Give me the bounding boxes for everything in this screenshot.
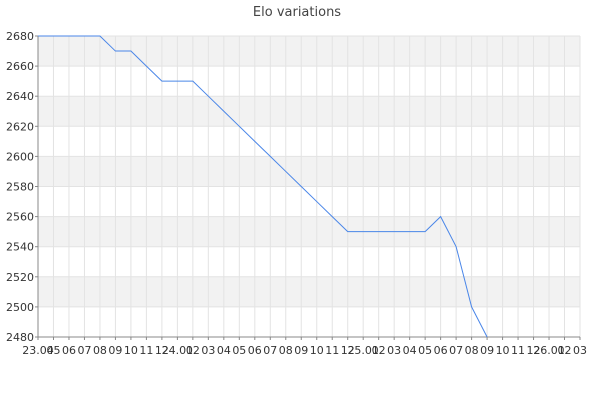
y-tick-label: 2620: [6, 120, 34, 133]
x-tick-label: 07: [263, 344, 277, 357]
data-point: [393, 230, 396, 233]
data-point: [362, 230, 365, 233]
x-tick-label: 08: [279, 344, 293, 357]
y-tick-label: 2500: [6, 301, 34, 314]
data-point: [238, 125, 241, 128]
data-point: [486, 336, 489, 339]
y-tick-label: 2680: [6, 30, 34, 43]
grid-bands: [38, 36, 580, 307]
x-tick-label: 10: [496, 344, 510, 357]
x-tick-label: 03: [387, 344, 401, 357]
data-point: [207, 95, 210, 98]
x-tick-label: 12: [155, 344, 169, 357]
data-point: [83, 35, 86, 38]
x-tick-label: 10: [124, 344, 138, 357]
grid-band: [38, 276, 580, 307]
x-tick-label: 25.01: [347, 344, 379, 357]
grid-lines: [37, 35, 581, 338]
data-point: [98, 35, 101, 38]
data-point: [315, 200, 318, 203]
x-tick-label: 12: [341, 344, 355, 357]
data-point: [470, 305, 473, 308]
y-tick-label: 2600: [6, 150, 34, 163]
x-tick-label: 08: [465, 344, 479, 357]
data-point: [222, 110, 225, 113]
y-tick-label: 2640: [6, 90, 34, 103]
data-point: [455, 245, 458, 248]
data-point: [331, 215, 334, 218]
x-tick-label: 02: [558, 344, 572, 357]
chart-title: Elo variations: [253, 5, 341, 20]
x-tick-label: 24.01: [162, 344, 194, 357]
data-point: [176, 80, 179, 83]
grid-band: [38, 216, 580, 247]
data-point: [191, 80, 194, 83]
x-tick-label: 11: [511, 344, 525, 357]
x-tick-label: 05: [46, 344, 60, 357]
x-tick-label: 26.01: [533, 344, 565, 357]
x-tick-label: 09: [294, 344, 308, 357]
x-tick-label: 03: [201, 344, 215, 357]
grid-band: [38, 156, 580, 187]
x-tick-label: 02: [186, 344, 200, 357]
x-tick-label: 05: [418, 344, 432, 357]
x-tick-label: 03: [573, 344, 587, 357]
x-tick-label: 10: [310, 344, 324, 357]
x-tick-label: 12: [527, 344, 541, 357]
x-tick-label: 11: [139, 344, 153, 357]
data-point: [377, 230, 380, 233]
data-point: [346, 230, 349, 233]
data-point: [145, 65, 148, 68]
data-point: [160, 80, 163, 83]
y-tick-label: 2540: [6, 241, 34, 254]
data-point: [269, 155, 272, 158]
x-tick-label: 08: [93, 344, 107, 357]
data-point: [67, 35, 70, 38]
x-tick-label: 04: [217, 344, 231, 357]
x-tick-label: 07: [77, 344, 91, 357]
series-group: [37, 35, 489, 339]
grid-band: [38, 96, 580, 127]
y-tick-label: 2480: [6, 331, 34, 344]
data-point: [37, 35, 40, 38]
x-tick-label: 07: [449, 344, 463, 357]
data-point: [129, 50, 132, 53]
data-point: [284, 170, 287, 173]
data-point: [439, 215, 442, 218]
y-axis-ticks: 2480 2500 2520 2540 2560 2580 2600 2620 2640 2660…: [6, 30, 38, 344]
y-tick-label: 2580: [6, 181, 34, 194]
x-tick-label: 02: [372, 344, 386, 357]
data-point: [424, 230, 427, 233]
x-tick-label: 05: [232, 344, 246, 357]
x-tick-label: 11: [325, 344, 339, 357]
data-point: [114, 50, 117, 53]
x-tick-label: 06: [434, 344, 448, 357]
data-point: [408, 230, 411, 233]
series-line: [38, 35, 488, 338]
y-tick-label: 2660: [6, 60, 34, 73]
data-point: [52, 35, 55, 38]
data-point: [253, 140, 256, 143]
data-point: [300, 185, 303, 188]
x-tick-label: 06: [62, 344, 76, 357]
x-tick-label: 04: [403, 344, 417, 357]
y-tick-label: 2520: [6, 271, 34, 284]
y-tick-label: 2560: [6, 211, 34, 224]
x-tick-label: 09: [480, 344, 494, 357]
x-tick-label: 09: [108, 344, 122, 357]
x-tick-label: 23.04: [22, 344, 54, 357]
x-tick-label: 06: [248, 344, 262, 357]
